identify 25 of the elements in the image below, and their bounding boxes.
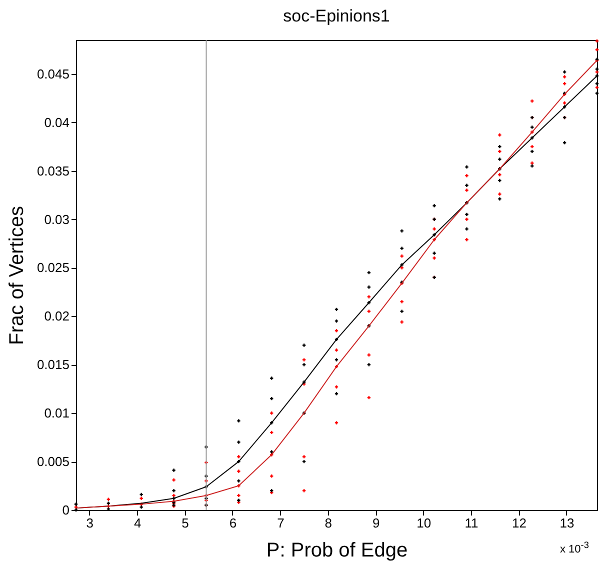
x-tick-label: 13 <box>560 516 574 530</box>
x-tick-label: 3 <box>86 516 94 530</box>
y-tick-label: 0.04 <box>44 114 70 130</box>
x-tick-label: 6 <box>229 516 237 530</box>
x-tick-label: 8 <box>324 516 332 530</box>
y-tick-label: 0.005 <box>36 454 70 470</box>
text: x 10$^{-3}$ <box>560 540 589 556</box>
x-tick-label: 11 <box>464 516 478 530</box>
x-tick-label: 12 <box>512 516 526 530</box>
y-tick-label: 0.02 <box>44 308 70 324</box>
x-axis-title: P: Prob of Edge <box>266 540 408 562</box>
y-tick-label: 0.025 <box>36 260 70 276</box>
y-tick-label: 0.01 <box>44 406 70 421</box>
y-tick-label: 0 <box>62 502 70 518</box>
y-tick-label: 0.045 <box>36 66 70 82</box>
y-tick-label: 0.03 <box>44 212 70 227</box>
x-tick-label: 10 <box>416 516 432 530</box>
chart-title: soc-Epinions1 <box>283 6 390 26</box>
x-tick-label: 7 <box>277 516 284 530</box>
x-tick-label: 4 <box>134 516 142 530</box>
x-tick-label: 5 <box>182 516 189 530</box>
y-tick-label: 0.035 <box>36 163 70 178</box>
y-tick-label: 0.015 <box>36 357 70 372</box>
x-tick-label: 9 <box>372 516 380 530</box>
y-axis-title: Frac of Vertices <box>6 206 28 345</box>
